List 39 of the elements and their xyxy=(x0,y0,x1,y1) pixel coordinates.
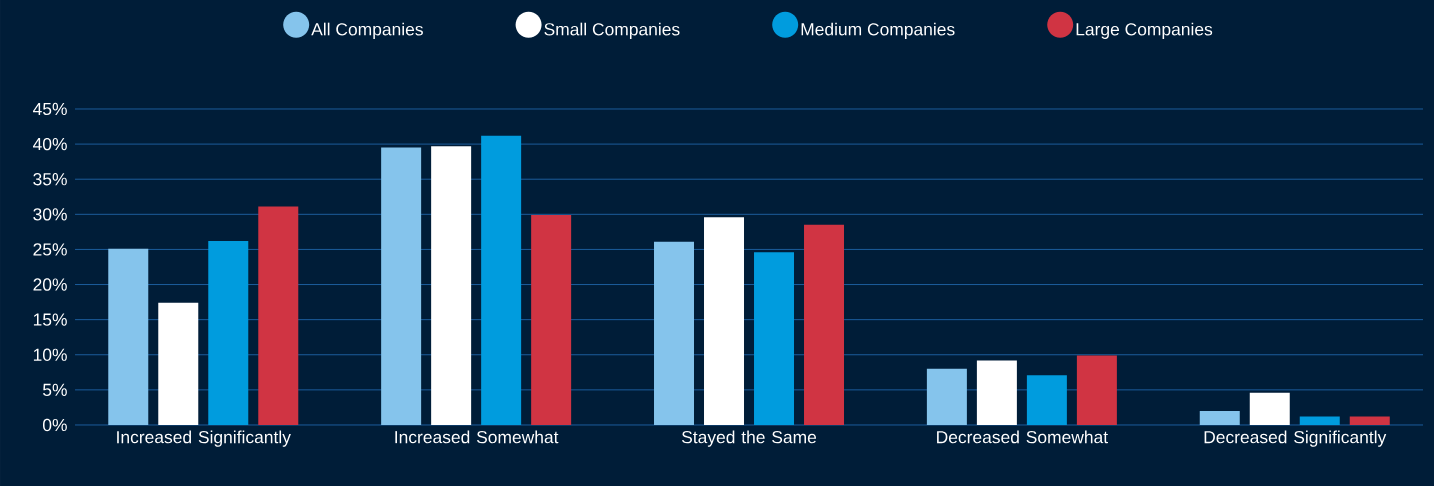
bar xyxy=(754,252,795,425)
bar xyxy=(1076,355,1117,425)
y-tick-label: 35% xyxy=(33,173,67,186)
bar xyxy=(158,302,199,425)
bar xyxy=(804,224,845,425)
y-tick-label: 45% xyxy=(33,102,67,116)
legend-label: Large Companies xyxy=(1076,22,1213,39)
y-tick-label: 10% xyxy=(33,348,67,361)
bar xyxy=(926,368,967,425)
y-tick-label: 15% xyxy=(33,313,67,326)
y-tick-label: 0% xyxy=(42,418,67,432)
bar xyxy=(258,206,299,425)
x-tick-label: Increased Somewhat xyxy=(395,430,559,444)
bar xyxy=(976,360,1017,425)
x-tick-label: Increased Significantly xyxy=(117,430,291,447)
y-tick-label: 40% xyxy=(33,137,67,151)
bar xyxy=(531,215,572,425)
bar xyxy=(1249,392,1290,425)
y-tick-label: 5% xyxy=(43,383,67,397)
bar xyxy=(208,241,249,425)
y-tick-label: 25% xyxy=(33,243,67,256)
bar xyxy=(1349,416,1390,425)
bar xyxy=(431,146,472,425)
y-tick-label: 30% xyxy=(33,208,67,221)
x-tick-label: Stayed the Same xyxy=(681,430,817,447)
bar xyxy=(108,248,149,425)
legend-label: All Companies xyxy=(311,22,423,39)
legend-label: Small Companies xyxy=(544,22,680,39)
y-tick-label: 20% xyxy=(33,278,67,291)
bar xyxy=(704,217,745,425)
bar xyxy=(1199,410,1240,425)
x-tick-label: Decreased Somewhat xyxy=(937,430,1108,444)
legend-label: Medium Companies xyxy=(801,22,955,39)
bar xyxy=(381,147,422,425)
bar xyxy=(1299,416,1340,425)
bar xyxy=(481,135,522,425)
bar xyxy=(1026,375,1067,425)
x-tick-label: Decreased Significantly xyxy=(1204,430,1387,447)
bar xyxy=(654,241,695,425)
